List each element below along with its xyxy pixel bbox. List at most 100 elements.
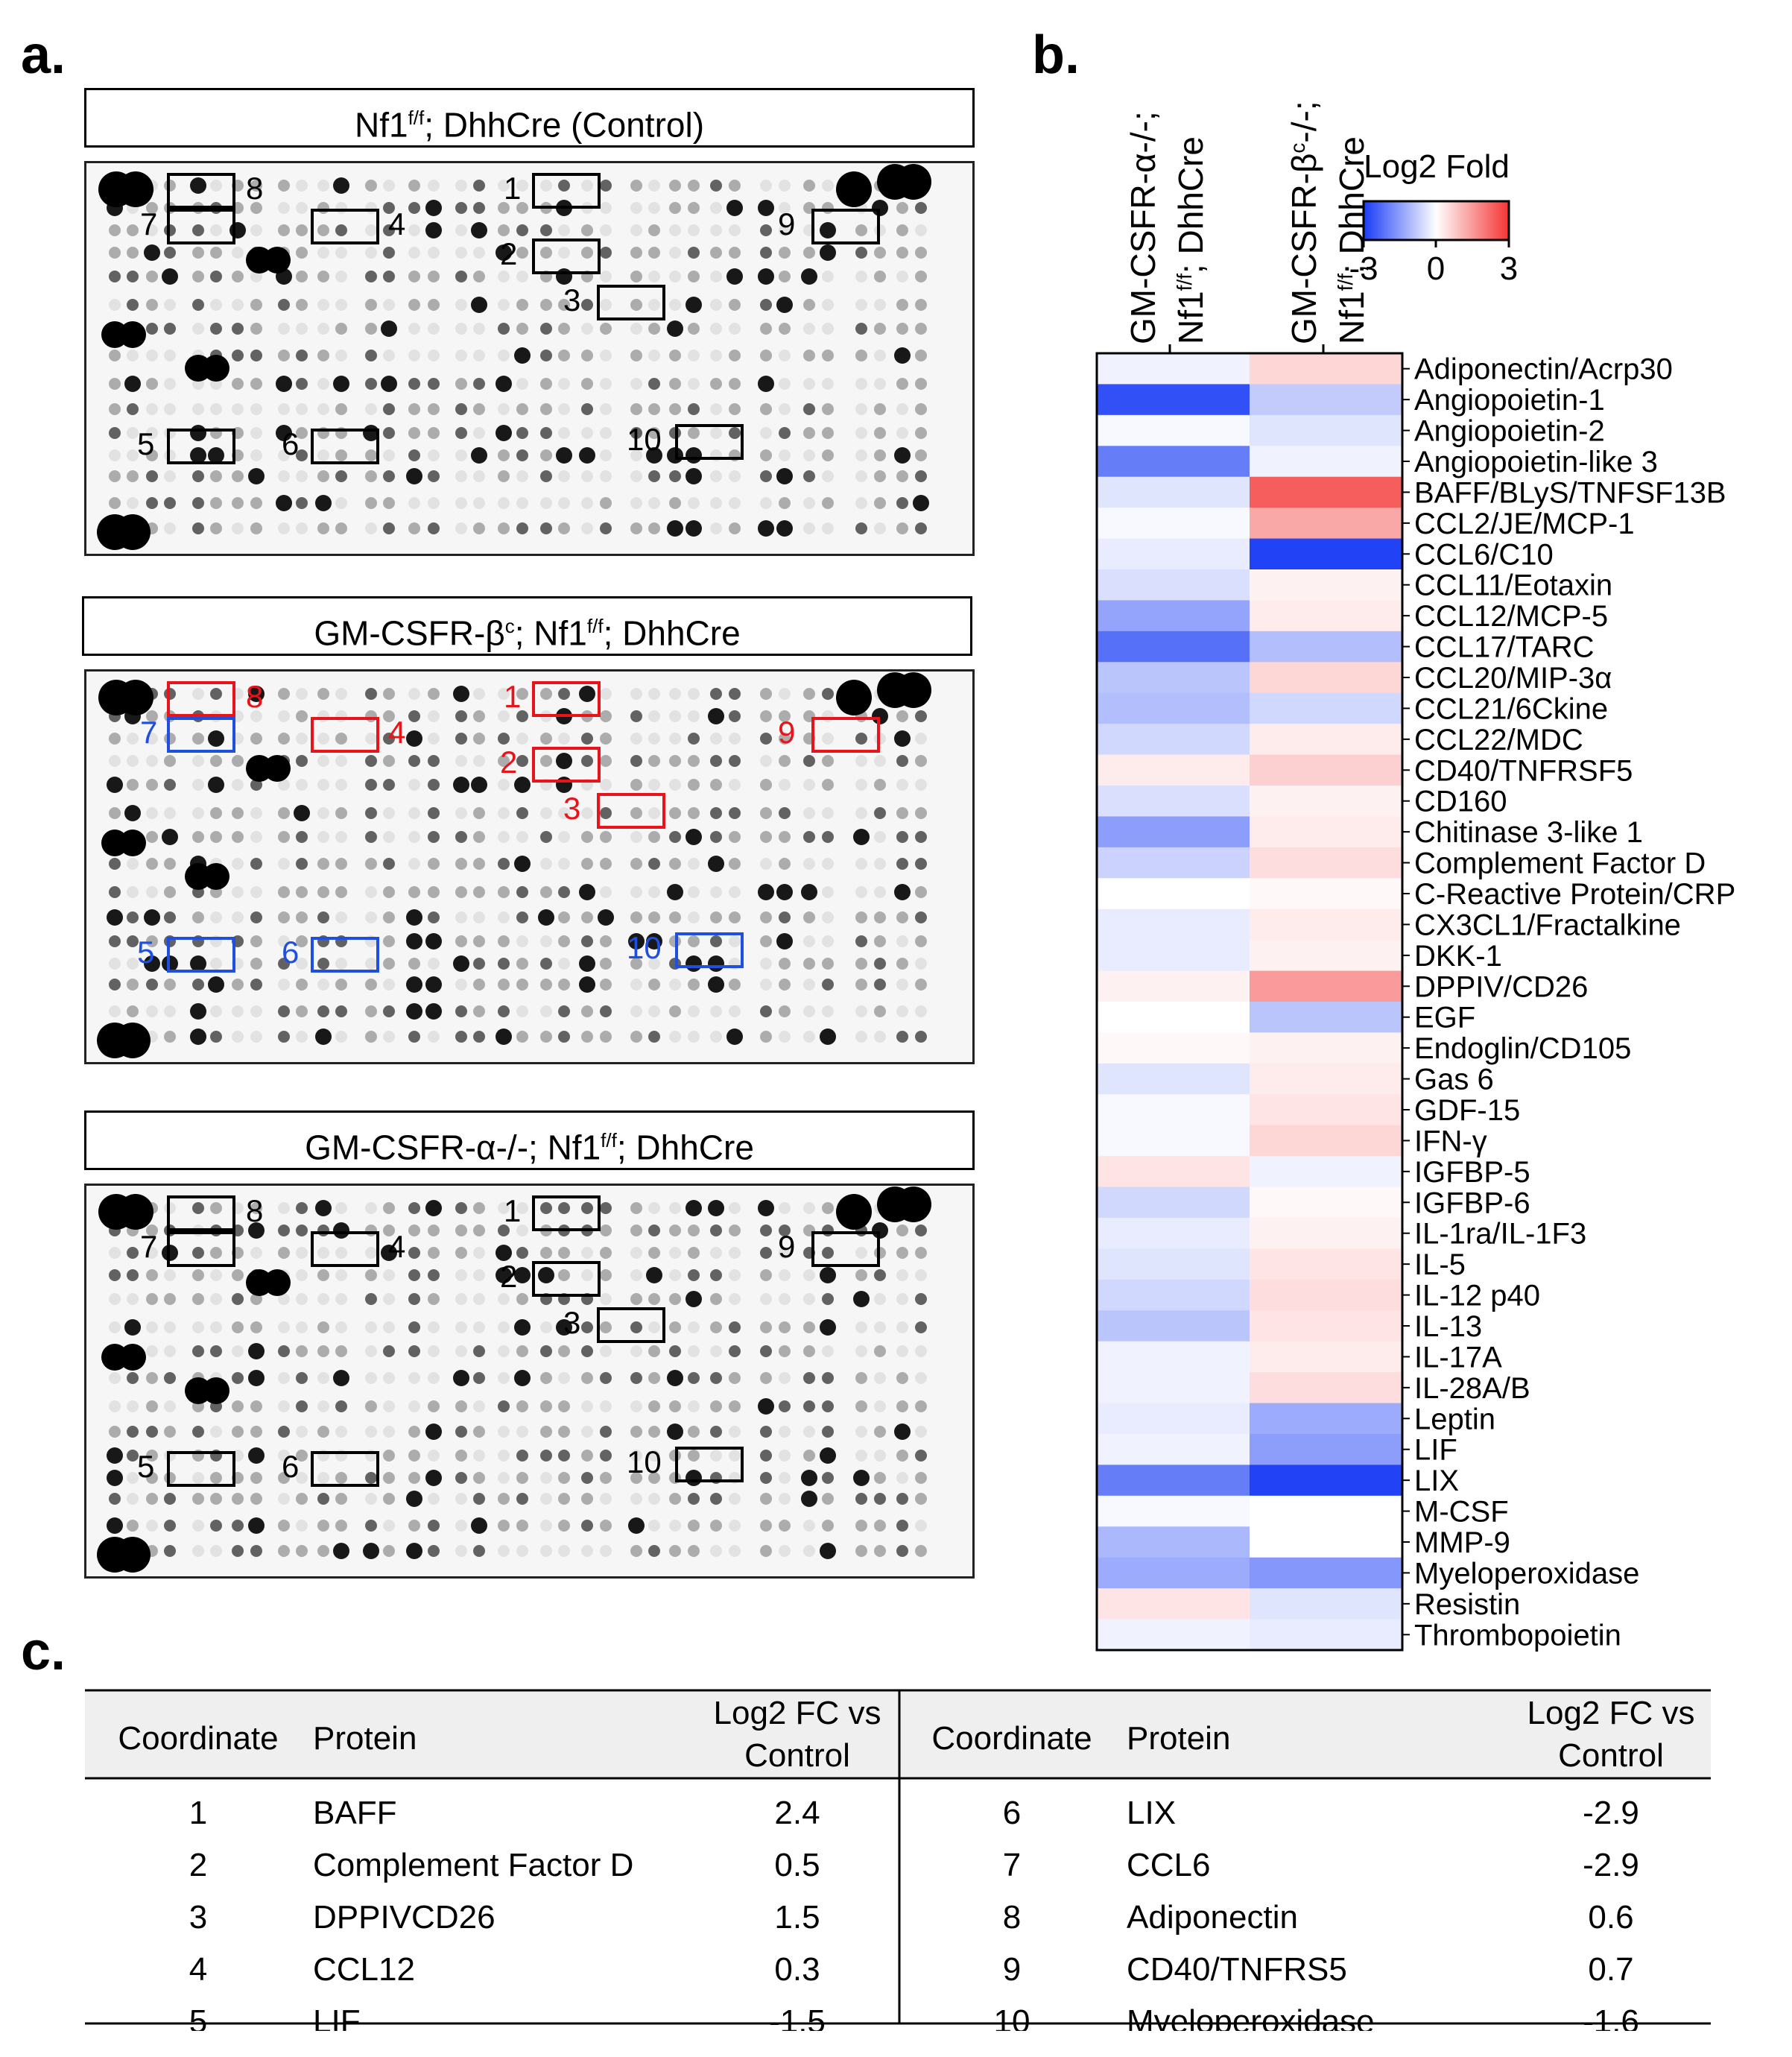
blot-dot: [646, 1267, 662, 1283]
blot-dot: [729, 1247, 741, 1259]
blot-dot: [455, 1202, 467, 1214]
blot-dot: [516, 886, 528, 898]
blot-dot: [648, 1202, 660, 1214]
blot-dot: [600, 224, 612, 236]
blot-dot: [915, 224, 927, 236]
coordinate-box-10: [675, 1447, 744, 1482]
blot-dot: [317, 911, 329, 923]
blot-dot: [776, 884, 793, 900]
blot-dot: [874, 271, 886, 282]
blot-dot: [296, 688, 308, 700]
heatmap-cell: [1097, 1279, 1250, 1311]
blot-dot: [669, 858, 681, 870]
blot-dot: [192, 755, 204, 767]
blot-dot: [540, 935, 552, 947]
blot-dot: [496, 1267, 512, 1283]
blot-dot: [896, 1450, 908, 1462]
blot-dot: [708, 708, 724, 724]
blot-dot: [296, 911, 308, 923]
row-label: IL-5: [1414, 1248, 1466, 1281]
blot-dot: [408, 202, 420, 214]
blot-dot: [710, 299, 722, 311]
blot-dot: [581, 935, 593, 947]
heatmap-cell: [1097, 724, 1250, 756]
column-label-alpha-nf1: Nf1: [1171, 291, 1210, 344]
blot-dot: [498, 1321, 510, 1333]
blot-dot: [146, 1493, 158, 1505]
blot-dot: [630, 958, 642, 970]
blot-dot: [779, 911, 791, 923]
blot-dot: [498, 323, 510, 335]
blot-dot: [710, 1400, 722, 1412]
row-label: IL-28A/B: [1414, 1372, 1530, 1405]
blot-dot: [146, 979, 158, 990]
coordinate-label-4: 4: [388, 715, 405, 750]
blot-dot: [669, 1202, 681, 1214]
blot-dot: [581, 247, 593, 259]
heatmap-border: [1095, 352, 1404, 1652]
blot-dot: [853, 1291, 870, 1307]
blot-dot: [581, 1247, 593, 1259]
blot-dot: [915, 831, 927, 843]
blot-dot: [516, 403, 528, 415]
blot-dot: [164, 522, 176, 534]
blot-dot: [317, 350, 329, 361]
blot-dot: [855, 1345, 867, 1357]
blot-dot: [710, 202, 722, 214]
blot-dot: [801, 1470, 817, 1486]
blot-dot: [803, 1321, 815, 1333]
blot-dot: [686, 1200, 702, 1216]
blot-dot: [383, 935, 395, 947]
blot-dot: [107, 1447, 123, 1464]
blot-dot: [208, 447, 224, 464]
blot-dot: [822, 1225, 834, 1236]
blot-dot: [648, 1345, 660, 1357]
blot-dot: [581, 831, 593, 843]
blot-dot: [164, 911, 176, 923]
blot-dot: [296, 1545, 308, 1557]
blot-dot: [760, 979, 772, 990]
blot-dot: [855, 378, 867, 390]
blot-dot: [498, 1426, 510, 1438]
blot-dot: [915, 858, 927, 870]
blot-dot: [630, 1372, 642, 1384]
blot-dot: [688, 1545, 700, 1557]
blot-dot: [365, 1345, 377, 1357]
blot-dot: [127, 1005, 139, 1017]
blot-dot: [232, 979, 244, 990]
coordinate-box-5: [167, 429, 235, 464]
blot-dot: [894, 447, 911, 464]
blot-dot: [317, 1345, 329, 1357]
blot-dot: [473, 1005, 485, 1017]
blot-dot: [710, 403, 722, 415]
blot-dot: [127, 1472, 139, 1484]
blot-dot: [210, 271, 222, 282]
blot-dot: [408, 180, 420, 192]
blot-dot: [915, 1269, 927, 1281]
blot-dot: [630, 1472, 642, 1484]
svg-text:GM-CSFR-βc-/-;: GM-CSFR-βc-/-;: [1285, 101, 1323, 344]
blot-dot: [365, 403, 377, 415]
blot-dot: [822, 1493, 834, 1505]
blot-dot: [822, 958, 834, 970]
blot-dot: [210, 1472, 222, 1484]
coordinate-label-6: 6: [282, 426, 299, 461]
blot-dot: [164, 1345, 176, 1357]
blot-dot: [822, 911, 834, 923]
blot-dot: [146, 224, 158, 236]
blot-dot: [278, 911, 290, 923]
blot-dot: [164, 807, 176, 819]
blot-dot: [232, 1493, 244, 1505]
blot-dot: [822, 1293, 834, 1305]
blot-dot: [192, 733, 204, 745]
blot-dot: [428, 247, 440, 259]
column-label-alpha-line1: GM-CSFR-α-/-;: [1124, 111, 1162, 344]
blot-dot: [874, 1426, 886, 1438]
blot-dot: [335, 470, 347, 482]
blot-dot: [915, 755, 927, 767]
blot-dot: [688, 935, 700, 947]
coordinate-label-3: 3: [563, 282, 580, 317]
blot-dot: [648, 779, 660, 791]
blot-dot: [335, 779, 347, 791]
blot-dot: [276, 495, 292, 511]
